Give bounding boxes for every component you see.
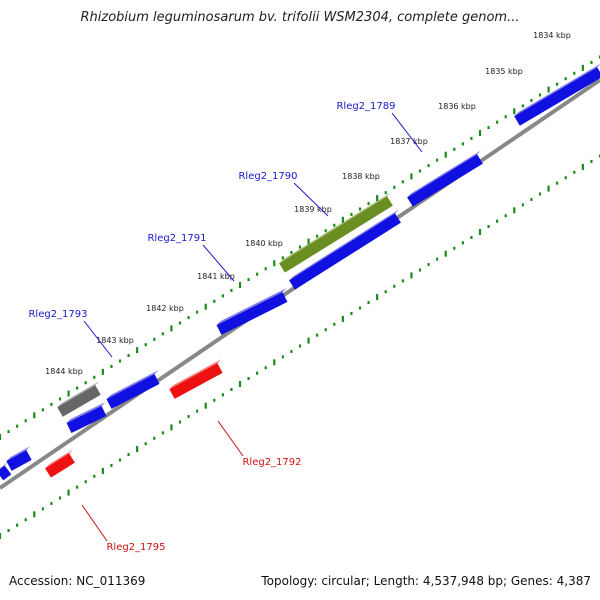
gene-arrow[interactable]	[407, 150, 483, 207]
gene-label-rleg2-1791[interactable]: Rleg2_1791	[147, 233, 206, 244]
gene-label-rleg2-1790[interactable]: Rleg2_1790	[238, 171, 297, 182]
gene-bevel	[106, 370, 159, 400]
gene-leader-line	[391, 112, 423, 153]
gene-body[interactable]	[289, 213, 401, 290]
gene-bevel	[216, 288, 287, 326]
gene-leader-line	[83, 320, 113, 358]
gene-bevel	[407, 150, 482, 198]
tick-label: 1836 kbp	[438, 102, 476, 111]
tick-label: 1834 kbp	[533, 31, 571, 40]
gene-label-rleg2-1795[interactable]: Rleg2_1795	[106, 542, 165, 553]
selected-gene-arrow[interactable]	[279, 192, 393, 273]
gene-body[interactable]	[279, 196, 393, 273]
gene-body[interactable]	[66, 406, 107, 433]
gene-leader-line	[217, 420, 244, 457]
outer-tick-row	[0, 55, 600, 440]
gene-arrow[interactable]	[45, 449, 75, 478]
genome-summary: Topology: circular; Length: 4,537,948 bp…	[261, 574, 591, 588]
gene-arrow[interactable]	[169, 359, 223, 399]
accession-label: Accession: NC_011369	[9, 574, 146, 588]
tick-label: 1837 kbp	[390, 137, 428, 146]
gene-arrow[interactable]	[57, 381, 101, 417]
gene-arrow[interactable]	[106, 370, 160, 409]
gene-leader-line	[202, 244, 235, 282]
gene-bevel	[514, 63, 600, 117]
tick-label: 1842 kbp	[146, 304, 184, 313]
gene-arrow[interactable]	[514, 63, 600, 126]
tick-label: 1838 kbp	[342, 172, 380, 181]
gene-leader-line	[81, 504, 108, 542]
gene-bevel	[0, 461, 9, 470]
gene-bevel	[57, 381, 100, 408]
gene-arrow[interactable]	[289, 209, 401, 290]
gene-leader-line	[293, 182, 329, 217]
tick-label: 1840 kbp	[245, 239, 283, 248]
gene-bevel	[6, 446, 31, 462]
gene-body[interactable]	[6, 450, 32, 471]
gene-bevel	[289, 209, 400, 281]
gene-bevel	[66, 402, 106, 424]
inner-tick-row	[0, 154, 600, 539]
gene-arrow[interactable]	[0, 461, 12, 481]
gene-body[interactable]	[0, 465, 12, 481]
gene-bevel	[45, 449, 74, 469]
tick-label: 1843 kbp	[96, 336, 134, 345]
gene-body[interactable]	[57, 385, 101, 417]
tick-label: 1844 kbp	[45, 367, 83, 376]
gene-arrow[interactable]	[6, 446, 32, 471]
tick-label: 1841 kbp	[197, 272, 235, 281]
gene-body[interactable]	[45, 453, 75, 478]
gene-label-rleg2-1793[interactable]: Rleg2_1793	[28, 309, 87, 320]
gene-body[interactable]	[216, 292, 288, 335]
gene-body[interactable]	[169, 363, 223, 399]
tick-label: 1835 kbp	[485, 67, 523, 76]
gene-body[interactable]	[407, 154, 483, 207]
gene-arrow[interactable]	[216, 288, 288, 335]
gene-label-rleg2-1789[interactable]: Rleg2_1789	[336, 101, 395, 112]
gene-body[interactable]	[514, 67, 600, 126]
genome-title: Rhizobium leguminosarum bv. trifolii WSM…	[80, 10, 520, 25]
tick-label: 1839 kbp	[294, 205, 332, 214]
gene-bevel	[279, 192, 392, 264]
gene-arrow[interactable]	[66, 402, 107, 433]
gene-body[interactable]	[106, 374, 160, 409]
gene-label-rleg2-1792[interactable]: Rleg2_1792	[242, 457, 301, 468]
gene-bevel	[169, 359, 222, 390]
